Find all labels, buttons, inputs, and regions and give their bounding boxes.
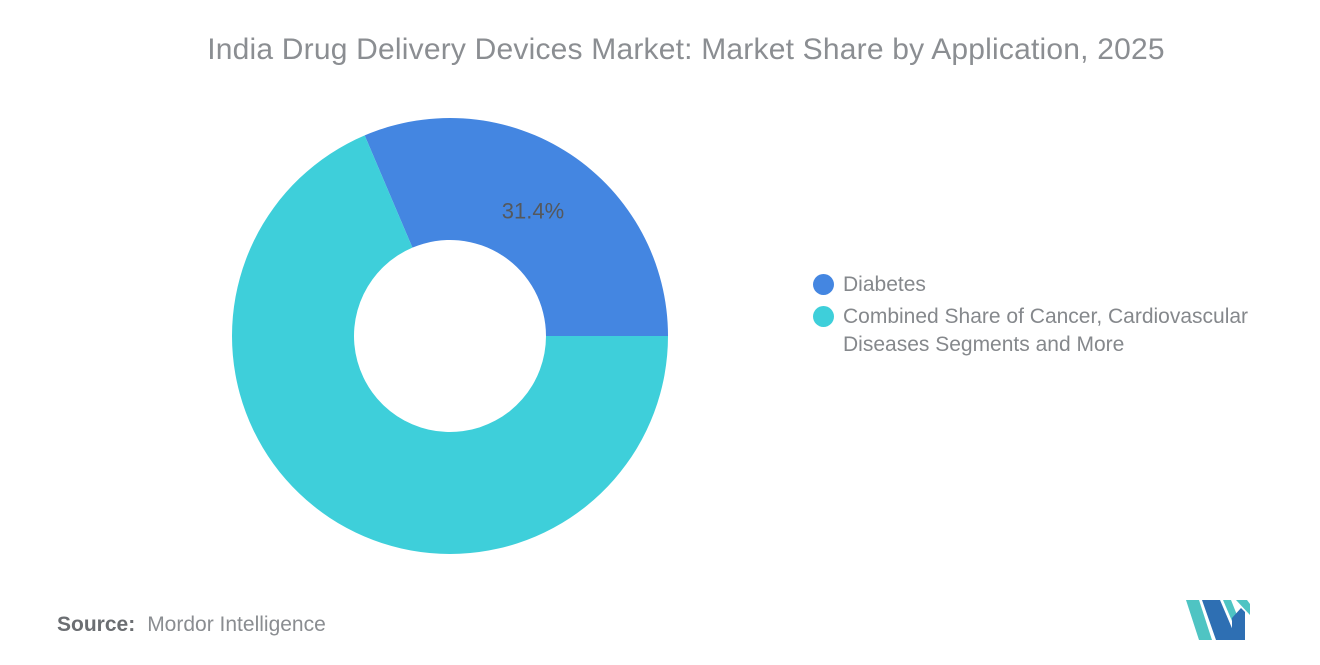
donut-slice-combined-share-of-cancer-cardiov <box>231 135 669 554</box>
logo-left-teal-band <box>1186 600 1212 640</box>
mordor-intelligence-logo <box>1186 600 1250 640</box>
logo-main-blue-band <box>1202 600 1237 640</box>
donut-data-label: 31.4% <box>502 199 564 224</box>
legend-label-diabetes: Diabetes <box>843 273 926 296</box>
chart-title: India Drug Delivery Devices Market: Mark… <box>207 33 1165 66</box>
source-label: Source: <box>57 613 136 636</box>
legend-item-diabetes: Diabetes <box>813 271 1293 299</box>
legend-label-combined-share: Combined Share of Cancer, Cardiovascular… <box>843 305 1249 356</box>
source-value: Mordor Intelligence <box>147 613 326 636</box>
legend-swatch-combined-share <box>813 306 834 327</box>
donut-slice-diabetes <box>364 118 668 336</box>
logo-top-right-teal <box>1236 600 1250 615</box>
legend: Diabetes Combined Share of Cancer, Cardi… <box>813 271 1293 359</box>
logo-right-blue-leg <box>1232 608 1245 640</box>
source-line: Source: Mordor Intelligence <box>57 613 326 637</box>
legend-item-combined-share: Combined Share of Cancer, Cardiovascular… <box>813 303 1293 359</box>
logo-middle-teal-band <box>1223 600 1237 621</box>
legend-swatch-diabetes <box>813 274 834 295</box>
